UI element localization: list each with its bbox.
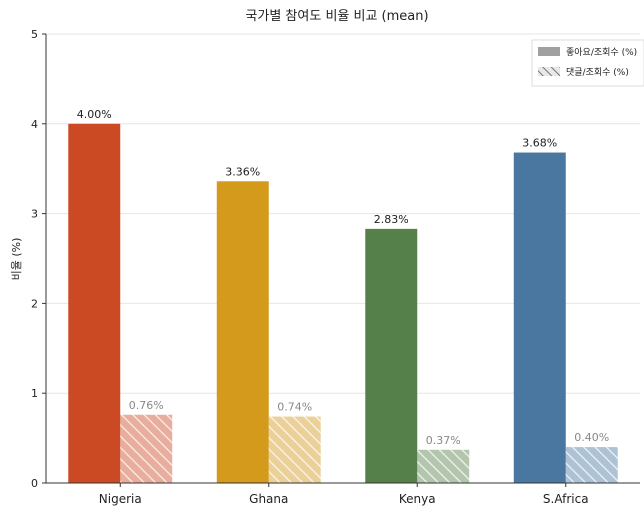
bar-value-label: 3.36% (225, 165, 260, 178)
y-tick-label: 0 (31, 477, 38, 490)
x-tick-label: S.Africa (543, 492, 589, 506)
bar-kenya-likes (365, 228, 418, 483)
bar-value-label: 0.37% (426, 434, 461, 447)
y-tick-label: 1 (31, 387, 38, 400)
bar-ghana-comments (268, 416, 321, 483)
y-tick-label: 4 (31, 118, 38, 131)
bar-value-label: 0.76% (129, 399, 164, 412)
legend-box (531, 39, 644, 87)
y-axis-label: 비율 (%) (10, 238, 23, 281)
x-tick-label: Ghana (249, 492, 288, 506)
bar-kenya-comments (417, 449, 470, 483)
bar-safrica-comments (565, 447, 618, 483)
bar-ghana-likes (216, 181, 269, 483)
legend-swatch-comments (538, 67, 560, 76)
y-tick-label: 3 (31, 208, 38, 221)
legend-swatch-likes (538, 47, 560, 56)
y-tick-label: 2 (31, 297, 38, 310)
bar-nigeria-comments (120, 414, 173, 483)
legend-label-likes: 좋아요/조회수 (%) (566, 47, 637, 58)
chart-title: 국가별 참여도 비율 비교 (mean) (245, 9, 428, 24)
bar-safrica-likes (513, 152, 566, 483)
bar-value-label: 0.40% (574, 431, 609, 444)
y-tick-label: 5 (31, 28, 38, 41)
bar-value-label: 4.00% (77, 108, 112, 121)
x-tick-label: Kenya (399, 492, 436, 506)
bar-nigeria-likes (68, 123, 121, 484)
bar-value-label: 0.74% (277, 401, 312, 414)
x-tick-label: Nigeria (99, 492, 142, 506)
legend: 좋아요/조회수 (%) 댓글/조회수 (%) (531, 39, 644, 87)
bar-value-label: 3.68% (522, 137, 557, 150)
legend-label-comments: 댓글/조회수 (%) (566, 67, 629, 78)
bar-value-label: 2.83% (374, 213, 409, 226)
